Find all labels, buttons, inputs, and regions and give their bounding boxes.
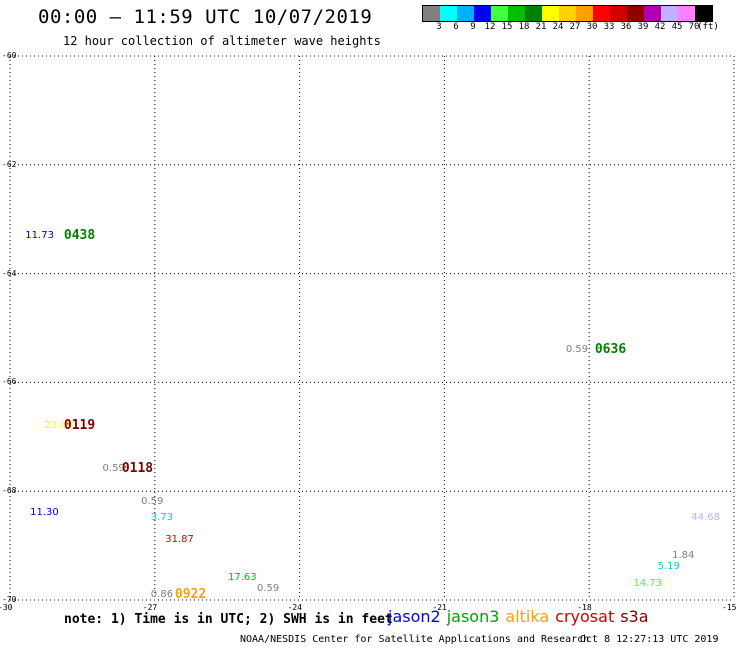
pass-time-label: 0119 [63, 417, 96, 433]
colorbar-tick-label: 18 [518, 22, 530, 32]
lat-tick-label: -62 [2, 159, 17, 169]
colorbar-swatch [525, 6, 542, 21]
colorbar-tick-label: 42 [654, 22, 666, 32]
colorbar-tick-label: 9 [470, 22, 476, 32]
pass-time-label: 0636 [594, 341, 627, 357]
swh-observation: 3.73 [150, 512, 174, 524]
legend-entry-jason3: jason3 [446, 607, 500, 626]
colorbar-tick-label: 45 [671, 22, 683, 32]
swh-observation: 0.59 [141, 496, 164, 508]
colorbar-tick-label: 33 [603, 22, 615, 32]
colorbar-swatch [542, 6, 559, 21]
swh-observation: 5.19 [657, 561, 680, 573]
colorbar-swatch [695, 6, 712, 21]
swh-observation: 31.87 [165, 534, 194, 546]
colorbar-swatch [423, 6, 440, 21]
lon-tick-label: -15 [722, 603, 737, 612]
page-title: 00:00 – 11:59 UTC 10/07/2019 [38, 6, 373, 28]
swh-observation: 23.09 [44, 419, 74, 431]
legend-entry-cryosat: cryosat [555, 607, 615, 626]
lon-tick-label: -30 [0, 603, 13, 612]
footer-note: note: 1) Time is in UTC; 2) SWH is in fe… [64, 612, 393, 627]
swh-observation: 11.73 [25, 229, 54, 241]
pass-time-label: 0438 [63, 227, 96, 243]
colorbar-swatch [593, 6, 610, 21]
colorbar-swatch [627, 6, 644, 21]
colorbar-swatch [457, 6, 474, 21]
colorbar-tick-label: 15 [501, 22, 513, 32]
legend-entry-jason2: jason2 [388, 607, 441, 626]
colorbar-swatch [576, 6, 593, 21]
colorbar-tick-label: 21 [535, 22, 547, 32]
colorbar-tick-label: 27 [569, 22, 581, 32]
lat-tick-label: -66 [2, 377, 17, 387]
legend-entry-altika: altika [505, 607, 550, 626]
legend-entry-s3a: s3a [620, 607, 649, 626]
colorbar-swatch [559, 6, 576, 21]
colorbar-swatch [644, 6, 661, 21]
colorbar-swatch [661, 6, 678, 21]
lat-tick-label: -60 [2, 51, 17, 60]
colorbar [422, 5, 713, 22]
swh-observation: 17.63 [228, 572, 257, 584]
lon-tick-label: -24 [287, 603, 303, 612]
satellite-legend: jason2 jason3 altika cryosat s3a [388, 607, 655, 626]
colorbar-swatch [610, 6, 627, 21]
colorbar-tick-label: 39 [637, 22, 649, 32]
swh-observation: 1.84 [672, 550, 695, 562]
grid-lines [9, 55, 735, 601]
generation-timestamp: Oct 8 12:27:13 UTC 2019 [580, 634, 719, 645]
lon-tick-label: -27 [142, 603, 158, 612]
swh-observation: 11.30 [30, 506, 59, 518]
lon-tick-label: -21 [432, 603, 447, 612]
colorbar-tick-label: 24 [552, 22, 564, 32]
colorbar-tick-label: 30 [586, 22, 598, 32]
colorbar-tick-label: 3 [436, 22, 442, 32]
colorbar-swatch [474, 6, 491, 21]
colorbar-tick-label: 36 [620, 22, 632, 32]
pass-time-label: 0118 [121, 461, 154, 477]
lon-tick-label: -18 [577, 603, 592, 612]
swh-observation: 0.59 [565, 343, 589, 355]
swh-observation: 0.86 [150, 588, 174, 600]
pass-time-label: 0922 [174, 586, 207, 602]
credit-line: NOAA/NESDIS Center for Satellite Applica… [240, 634, 590, 645]
colorbar-swatch [508, 6, 525, 21]
lat-tick-label: -64 [2, 268, 17, 278]
colorbar-tick-label: 6 [453, 22, 459, 32]
colorbar-swatch [491, 6, 508, 21]
lat-tick-label: -68 [2, 486, 17, 496]
swh-observation: 0.59 [102, 463, 125, 475]
lat-tick-label: -70 [2, 595, 17, 604]
colorbar-unit: (ft) [697, 22, 719, 32]
colorbar-swatch [678, 6, 695, 21]
colorbar-tick-label: 70 [688, 22, 700, 32]
colorbar-swatch [440, 6, 457, 21]
colorbar-tick-label: 12 [484, 22, 496, 32]
swh-observation: 44.68 [691, 512, 721, 524]
swh-observation: 0.59 [256, 583, 280, 595]
page-subtitle: 12 hour collection of altimeter wave hei… [63, 34, 381, 48]
swh-observation: 14.73 [633, 577, 663, 589]
